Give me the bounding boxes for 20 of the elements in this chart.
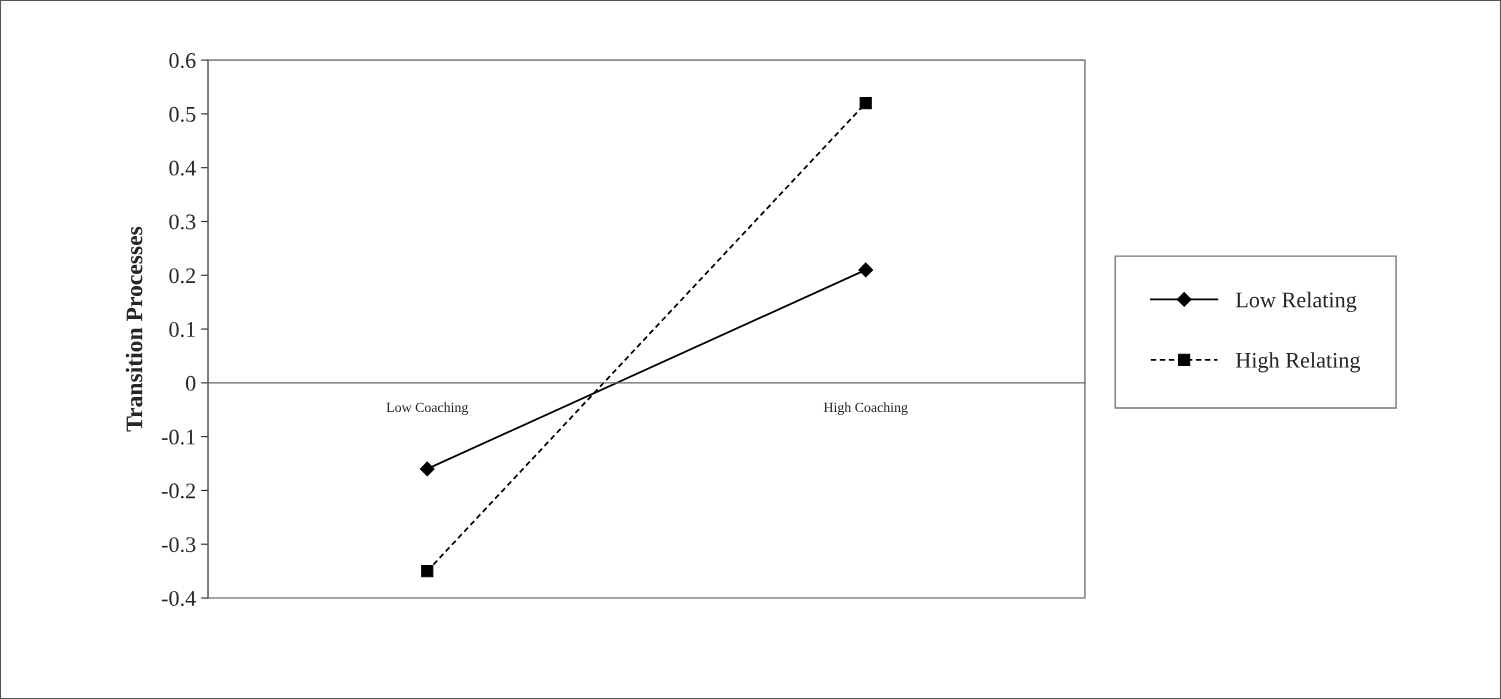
point xyxy=(858,262,874,278)
y-tick-label: 0.2 xyxy=(169,268,196,284)
y-tick-label: -0.3 xyxy=(161,537,196,553)
y-tick-label: -0.4 xyxy=(161,590,196,607)
y-axis-title: Transition Processes xyxy=(125,226,143,432)
y-tick-label: -0.1 xyxy=(161,429,195,445)
y-tick-label: 0.1 xyxy=(169,321,195,338)
y-tick-label: 0.4 xyxy=(169,160,196,176)
y-tick-label: -0.2 xyxy=(161,483,196,499)
y-tick-label: 0.3 xyxy=(169,214,196,230)
point xyxy=(419,461,435,477)
y-tick-label: 0 xyxy=(185,375,196,391)
y-tick-label: 0.6 xyxy=(169,53,196,69)
x-tick-label: High Coaching xyxy=(823,402,908,415)
legend-label: Low Relating xyxy=(1235,291,1357,313)
point xyxy=(859,97,872,110)
y-tick-label: 0.5 xyxy=(169,106,196,122)
point xyxy=(421,565,434,578)
legend-label: High Relating xyxy=(1235,352,1361,373)
x-tick-label: Low Coaching xyxy=(386,402,469,415)
